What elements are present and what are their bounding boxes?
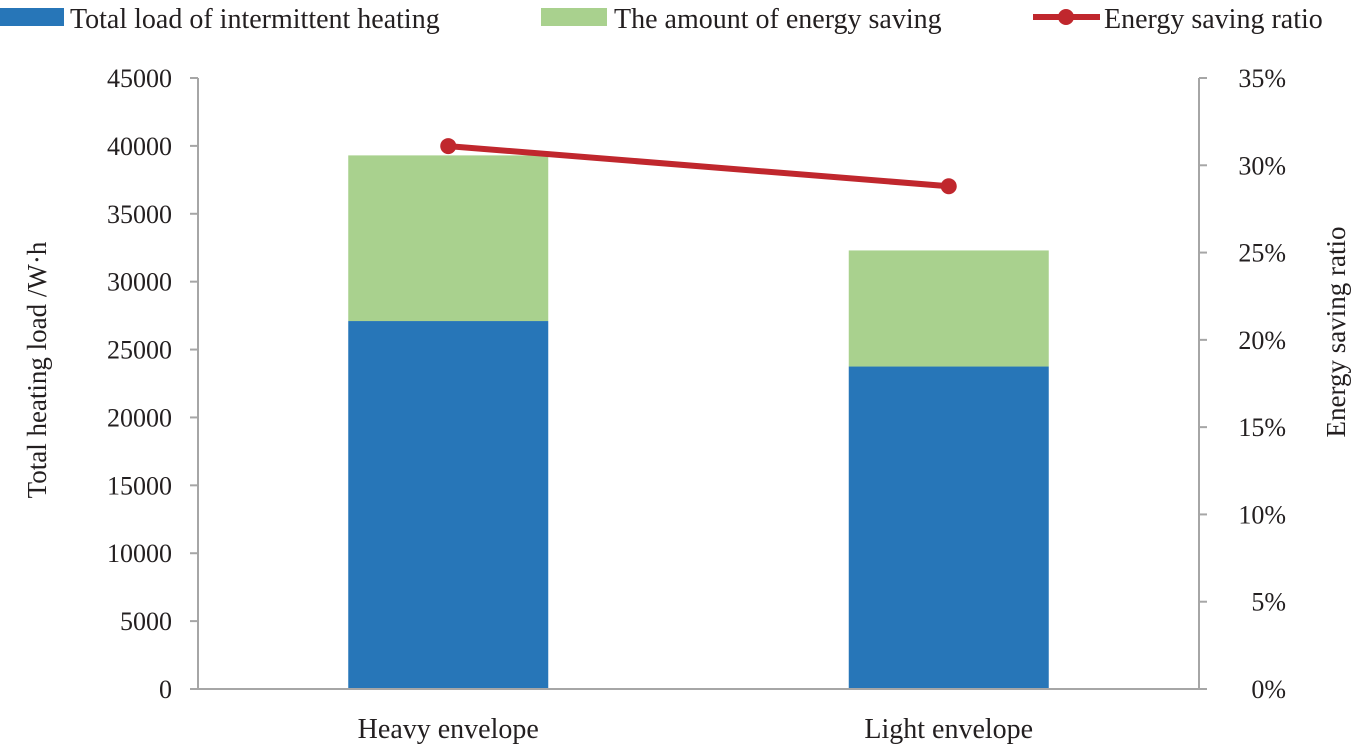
left-tick-label: 35000	[107, 200, 172, 229]
bar-energy-saving-2	[848, 250, 1049, 367]
ratio-point-1	[440, 138, 457, 155]
left-tick-label: 45000	[107, 64, 172, 93]
right-tick-label: 35%	[1238, 64, 1286, 93]
left-axis: 0 5000 10000 15000 20000 25000 30000 35000 40000…	[107, 64, 199, 704]
category-label: Light envelope	[864, 714, 1033, 745]
legend-swatch-energy-saving	[541, 8, 607, 26]
y-axis-title: Total heating load /W·h	[22, 241, 52, 498]
right-tick-label: 10%	[1238, 500, 1286, 529]
left-tick-label: 40000	[107, 132, 172, 161]
bar-total-load-2	[848, 366, 1049, 689]
legend-label-energy-saving: The amount of energy saving	[614, 4, 942, 35]
x-axis: Heavy envelope Light envelope	[198, 688, 1199, 745]
bar-total-load-1	[348, 321, 549, 689]
legend-label-total-load: Total load of intermittent heating	[70, 4, 440, 35]
ratio-line	[440, 138, 957, 195]
ratio-line-path	[448, 143, 949, 190]
left-tick-label: 20000	[107, 403, 172, 432]
y2-axis-title: Energy saving ratio	[1321, 227, 1351, 438]
right-tick-label: 30%	[1238, 151, 1286, 180]
category-label: Heavy envelope	[358, 714, 539, 745]
left-tick-label: 15000	[107, 471, 172, 500]
legend-swatch-total-load	[0, 8, 64, 26]
left-tick-label: 25000	[107, 336, 172, 365]
right-tick-label: 5%	[1251, 588, 1286, 617]
legend-label-ratio: Energy saving ratio	[1104, 4, 1323, 35]
left-tick-label: 0	[159, 675, 172, 704]
right-tick-label: 25%	[1238, 239, 1286, 268]
right-tick-label: 20%	[1238, 326, 1286, 355]
right-axis: 0% 5% 10% 15% 20% 25% 30% 35%	[1198, 64, 1286, 704]
left-tick-label: 30000	[107, 268, 172, 297]
legend-marker-ratio	[1058, 9, 1074, 25]
ratio-point-2	[940, 178, 957, 195]
left-tick-label: 5000	[120, 607, 172, 636]
left-tick-label: 10000	[107, 539, 172, 568]
bars	[348, 155, 1049, 689]
legend: Total load of intermittent heating The a…	[0, 4, 1323, 35]
bar-energy-saving-1	[348, 155, 549, 322]
right-tick-label: 15%	[1238, 413, 1286, 442]
right-tick-label: 0%	[1251, 675, 1286, 704]
